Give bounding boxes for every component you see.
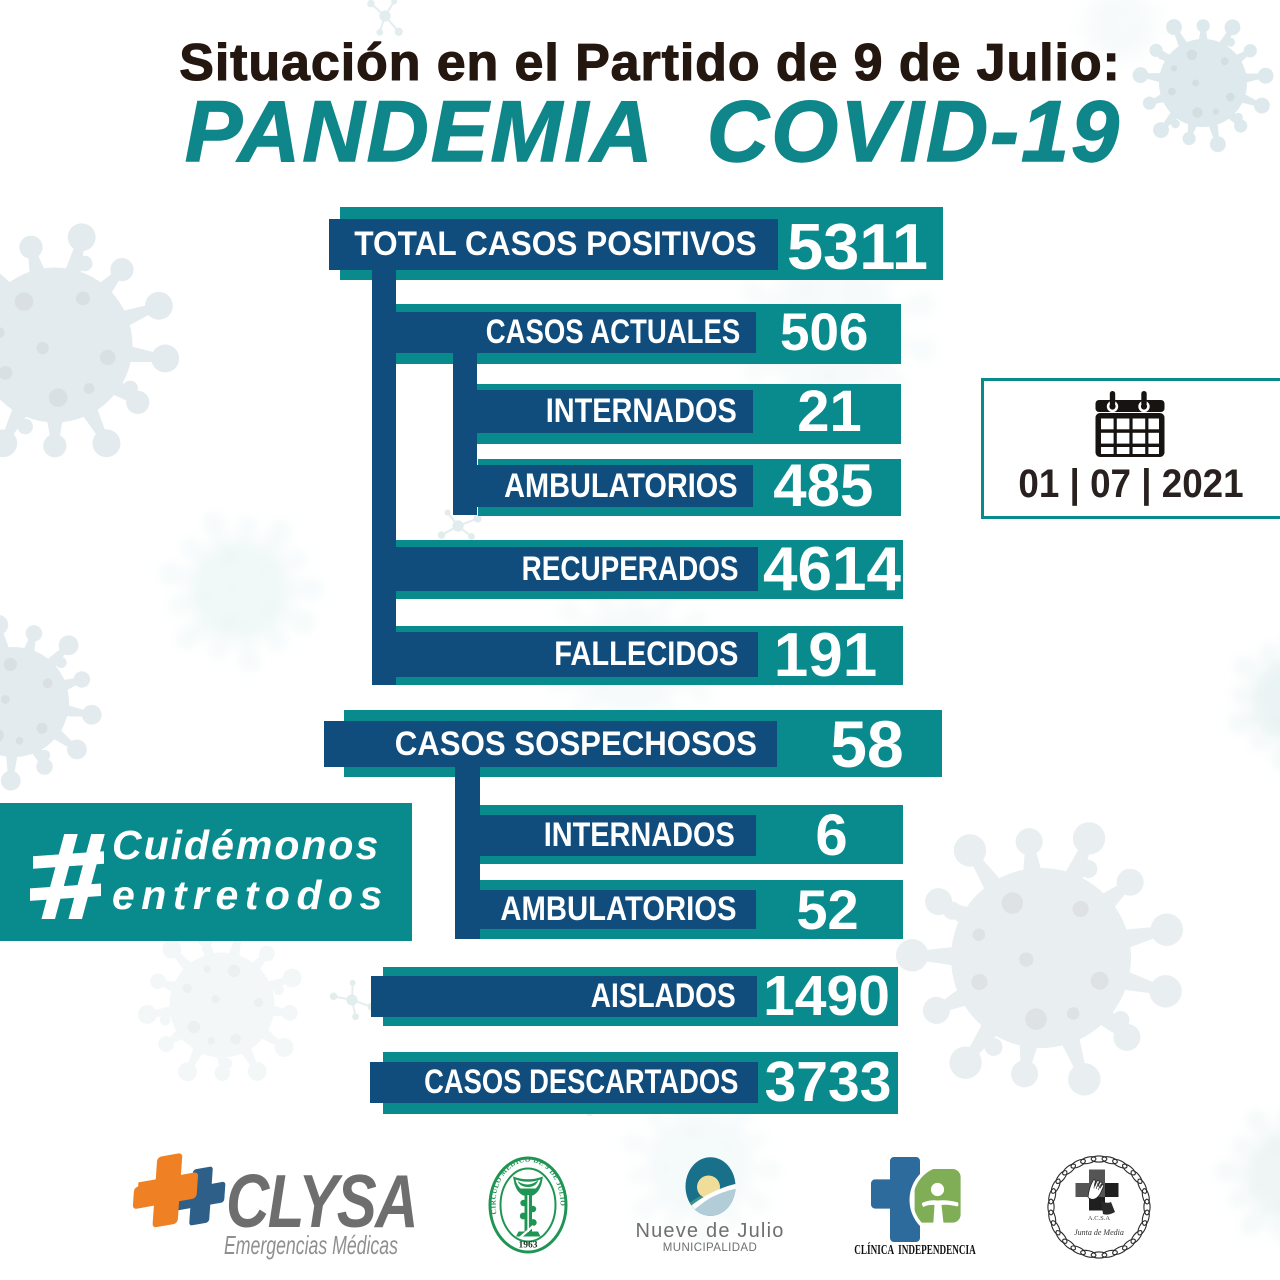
- svg-text:Junta de Media: Junta de Media: [1074, 1228, 1124, 1237]
- svg-text:1963: 1963: [519, 1241, 538, 1251]
- svg-text:A.C.S.A: A.C.S.A: [1088, 1215, 1111, 1222]
